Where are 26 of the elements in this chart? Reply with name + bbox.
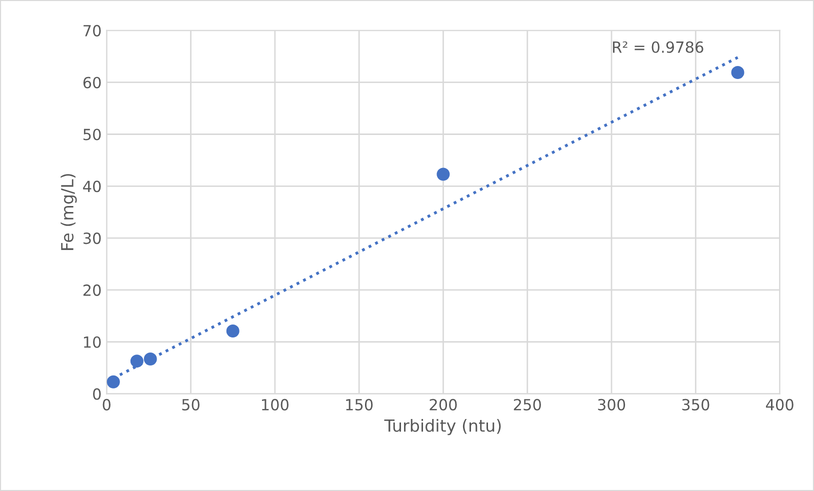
point: [226, 324, 240, 338]
y-tick-label: 70: [84, 24, 101, 36]
x-tick-label: 300: [598, 398, 626, 410]
y-axis-title: Fe (mg/L): [60, 174, 77, 250]
x-tick-label: 150: [346, 398, 373, 410]
x-tick-label: 0: [102, 398, 110, 410]
annotation: R² = 0.9786: [613, 41, 704, 53]
x-tick-label: 250: [514, 398, 541, 410]
point: [144, 352, 157, 366]
point: [436, 168, 450, 181]
y-tick-label: 10: [84, 336, 101, 348]
y-tick-label: 20: [83, 284, 101, 296]
x-tick-label: 400: [766, 398, 794, 410]
point: [731, 66, 744, 79]
point: [106, 375, 120, 388]
y-tick-label: 30: [83, 232, 101, 244]
x-tick-label: 200: [430, 398, 457, 410]
y-tick-label: 60: [83, 76, 101, 88]
point: [130, 354, 144, 368]
x-axis-title: Turbidity (ntu): [384, 418, 501, 436]
y-tick-label: 50: [84, 128, 101, 140]
y-tick-label: 0: [93, 388, 101, 400]
x-tick-label: 50: [182, 398, 200, 410]
x-tick-label: 350: [682, 398, 710, 410]
y-tick-label: 40: [83, 180, 101, 192]
x-tick-label: 100: [262, 398, 288, 410]
